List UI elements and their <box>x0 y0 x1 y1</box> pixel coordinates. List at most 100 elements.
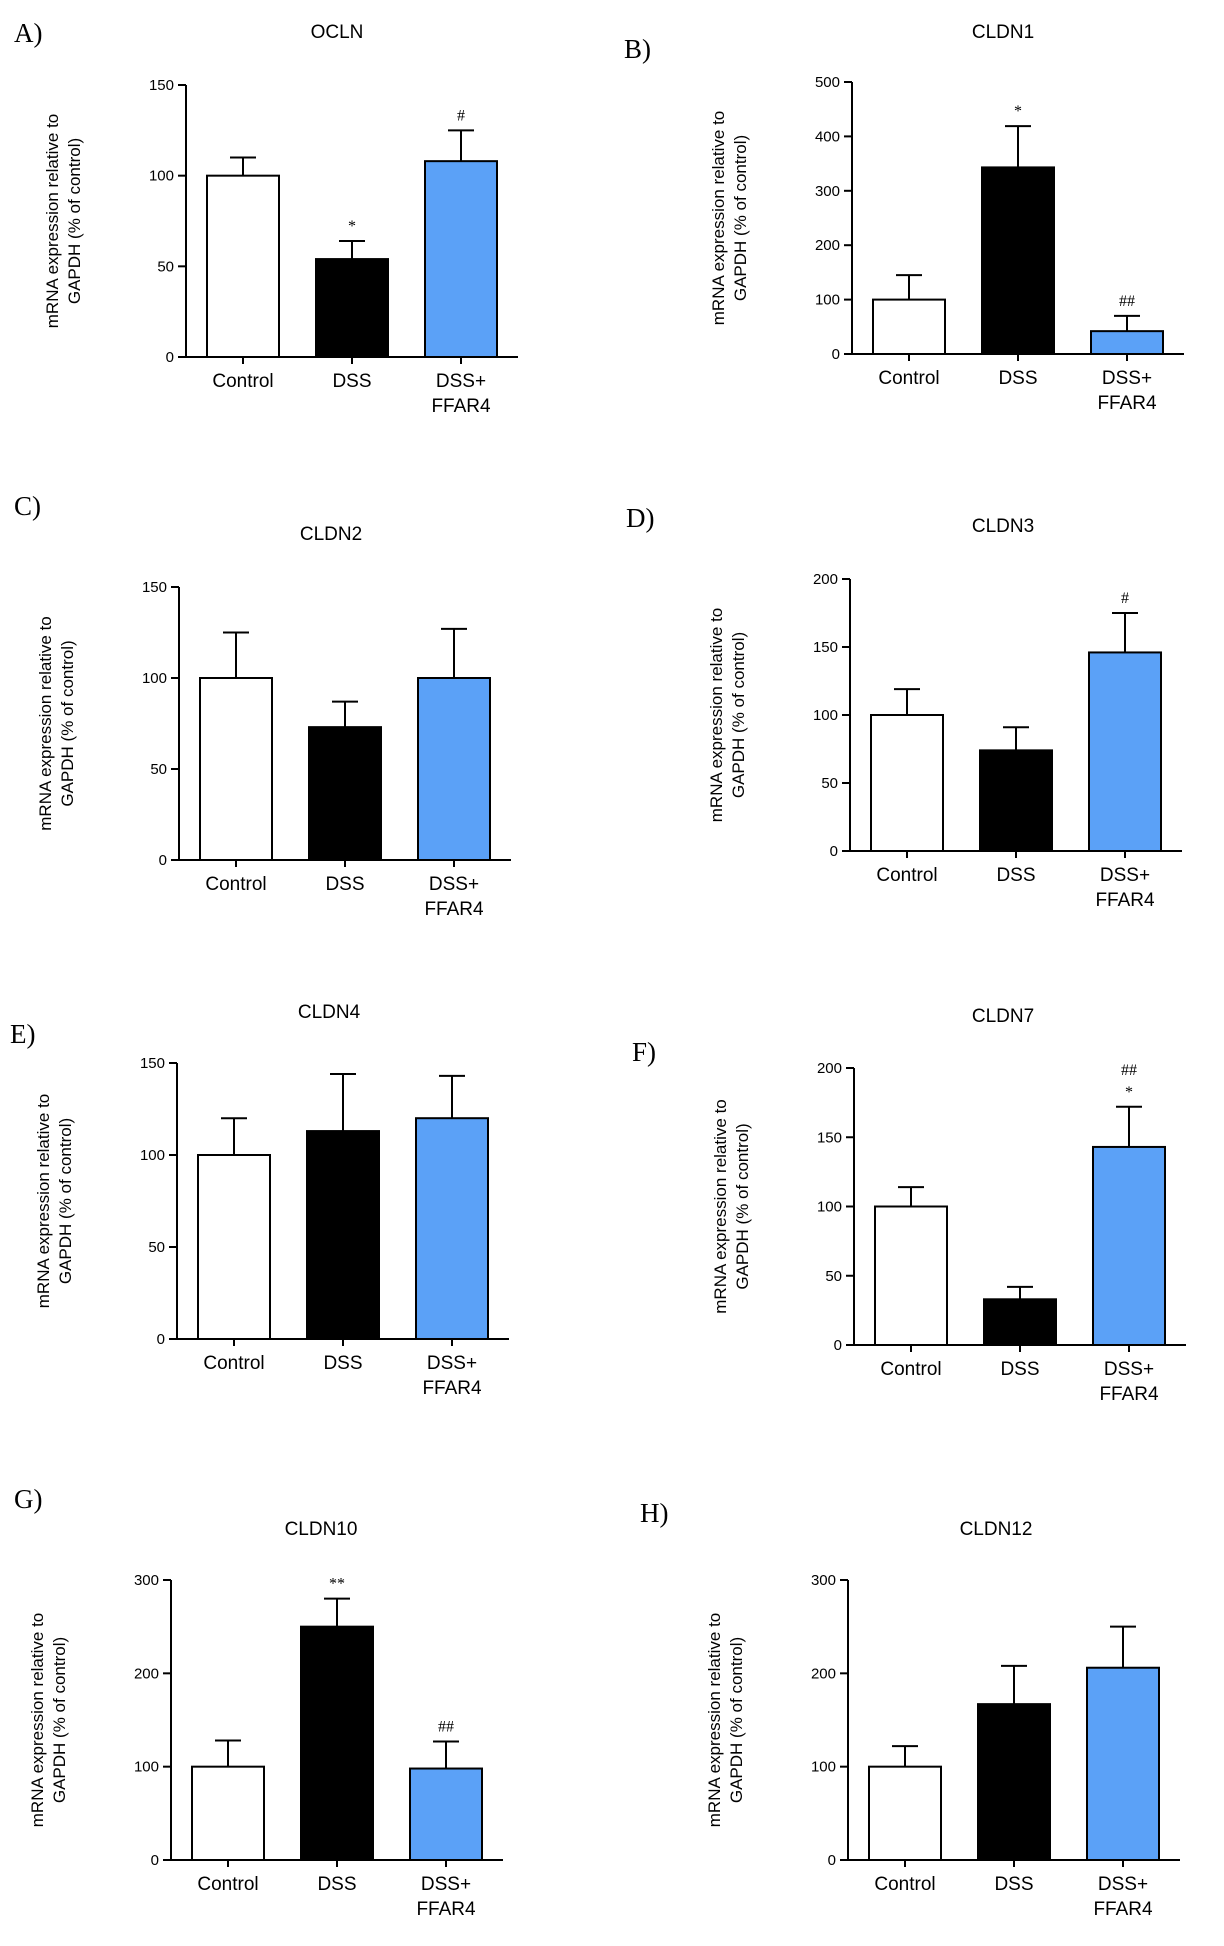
bar <box>872 298 946 356</box>
y-tick-label: 0 <box>166 349 174 366</box>
x-tick-label: FFAR4 <box>1095 890 1155 911</box>
bar <box>417 677 491 861</box>
bar <box>191 1765 265 1861</box>
x-tick-label: FFAR4 <box>416 1899 476 1920</box>
bar <box>424 160 498 358</box>
significance-label: ## <box>1119 293 1135 310</box>
y-axis-label-line: mRNA expression relative to <box>28 1613 47 1827</box>
panel-letter: A) <box>14 18 43 48</box>
y-axis-label-line: mRNA expression relative to <box>711 1099 730 1313</box>
x-tick-label: Control <box>876 865 937 886</box>
x-tick-label: Control <box>212 371 273 392</box>
y-axis-label-line: mRNA expression relative to <box>707 608 726 822</box>
y-tick-label: 200 <box>813 571 838 588</box>
chart-panel-cldn2: C) CLDN2 mRNA expression relative to GAPDH … <box>14 491 511 920</box>
y-tick-label: 100 <box>811 1759 836 1776</box>
y-tick-label: 50 <box>148 1239 165 1256</box>
bar <box>197 1154 271 1340</box>
x-tick-label: DSS+ <box>427 1353 477 1374</box>
bar <box>415 1117 489 1340</box>
y-axis-label: mRNA expression relative to GAPDH (% of c… <box>705 1613 746 1827</box>
chart-panel-ocln: A) OCLN mRNA expression relative to GAPDH (… <box>14 18 518 417</box>
x-tick-label: FFAR4 <box>431 396 491 417</box>
y-tick-label: 0 <box>832 346 840 363</box>
chart-title: CLDN1 <box>972 22 1034 43</box>
y-tick-label: 0 <box>151 1852 159 1869</box>
bar <box>979 749 1053 852</box>
y-tick-label: 100 <box>142 670 167 687</box>
x-tick-label: DSS <box>998 368 1037 389</box>
chart-panel-cldn3: D) CLDN3 mRNA expression relative to GAPDH … <box>626 503 1182 911</box>
y-tick-label: 0 <box>828 1852 836 1869</box>
y-tick-label: 300 <box>811 1572 836 1589</box>
bar <box>874 1205 948 1346</box>
significance-label: ## <box>1121 1062 1137 1079</box>
chart-title: CLDN2 <box>300 524 362 545</box>
significance-label: ** <box>329 1576 345 1593</box>
x-tick-label: DSS+ <box>1098 1874 1148 1895</box>
x-tick-label: DSS+ <box>1104 1359 1154 1380</box>
x-tick-label: Control <box>203 1353 264 1374</box>
y-axis-label-line: GAPDH (% of control) <box>727 1637 746 1803</box>
chart-title: CLDN4 <box>298 1002 361 1023</box>
y-tick-label: 150 <box>813 639 838 656</box>
x-tick-label: FFAR4 <box>1093 1899 1153 1920</box>
y-axis-label: mRNA expression relative to GAPDH (% of c… <box>34 1094 75 1308</box>
y-axis-label-line: mRNA expression relative to <box>705 1613 724 1827</box>
bar <box>315 258 389 358</box>
y-axis-label: mRNA expression relative to GAPDH (% of c… <box>709 111 750 325</box>
bar <box>870 714 944 852</box>
y-axis-label-line: GAPDH (% of control) <box>65 138 84 304</box>
y-tick-label: 0 <box>159 852 167 869</box>
chart-title: CLDN10 <box>285 1519 358 1540</box>
x-tick-label: Control <box>874 1874 935 1895</box>
x-tick-label: Control <box>880 1359 941 1380</box>
chart-title: CLDN3 <box>972 516 1034 537</box>
y-tick-label: 50 <box>150 761 167 778</box>
x-tick-label: DSS <box>1000 1359 1039 1380</box>
x-tick-label: FFAR4 <box>1099 1384 1159 1405</box>
y-axis-label-line: GAPDH (% of control) <box>56 1118 75 1284</box>
y-axis-label: mRNA expression relative to GAPDH (% of c… <box>28 1613 69 1827</box>
y-axis-label: mRNA expression relative to GAPDH (% of c… <box>711 1099 752 1313</box>
y-tick-label: 100 <box>817 1199 842 1216</box>
y-tick-label: 150 <box>140 1055 165 1072</box>
y-tick-label: 200 <box>815 237 840 254</box>
significance-label: ## <box>438 1718 454 1735</box>
bar <box>868 1765 942 1861</box>
panel-letter: F) <box>632 1037 656 1067</box>
x-tick-label: DSS <box>332 371 371 392</box>
panel-letter: G) <box>14 1484 43 1514</box>
y-axis-label: mRNA expression relative to GAPDH (% of c… <box>36 616 77 830</box>
y-axis-label-line: mRNA expression relative to <box>43 114 62 328</box>
y-axis-label-line: GAPDH (% of control) <box>731 135 750 301</box>
y-tick-label: 50 <box>157 258 174 275</box>
x-tick-label: DSS <box>996 865 1035 886</box>
y-tick-label: 100 <box>134 1759 159 1776</box>
significance-label: * <box>348 218 356 235</box>
chart-panel-cldn1: B) CLDN1 mRNA expression relative to GAPDH … <box>624 22 1184 414</box>
y-tick-label: 300 <box>134 1572 159 1589</box>
x-tick-label: DSS <box>317 1874 356 1895</box>
x-tick-label: Control <box>197 1874 258 1895</box>
x-tick-label: DSS+ <box>421 1874 471 1895</box>
bar <box>1092 1145 1166 1346</box>
y-tick-label: 500 <box>815 74 840 91</box>
panel-letter: D) <box>626 503 655 533</box>
chart-panel-cldn7: F) CLDN7 mRNA expression relative to GAPDH … <box>632 1006 1186 1405</box>
x-tick-label: FFAR4 <box>422 1378 482 1399</box>
panel-letter: C) <box>14 491 41 521</box>
x-tick-label: DSS+ <box>436 371 486 392</box>
x-tick-label: DSS+ <box>1100 865 1150 886</box>
bar <box>206 174 280 358</box>
x-tick-label: Control <box>205 874 266 895</box>
y-axis-label-line: mRNA expression relative to <box>36 616 55 830</box>
bar <box>981 166 1055 355</box>
panel-letter: H) <box>640 1498 669 1528</box>
y-axis-label-line: GAPDH (% of control) <box>729 632 748 798</box>
y-tick-label: 150 <box>142 579 167 596</box>
y-axis-label-line: GAPDH (% of control) <box>50 1637 69 1803</box>
y-tick-label: 100 <box>813 707 838 724</box>
y-tick-label: 0 <box>830 843 838 860</box>
